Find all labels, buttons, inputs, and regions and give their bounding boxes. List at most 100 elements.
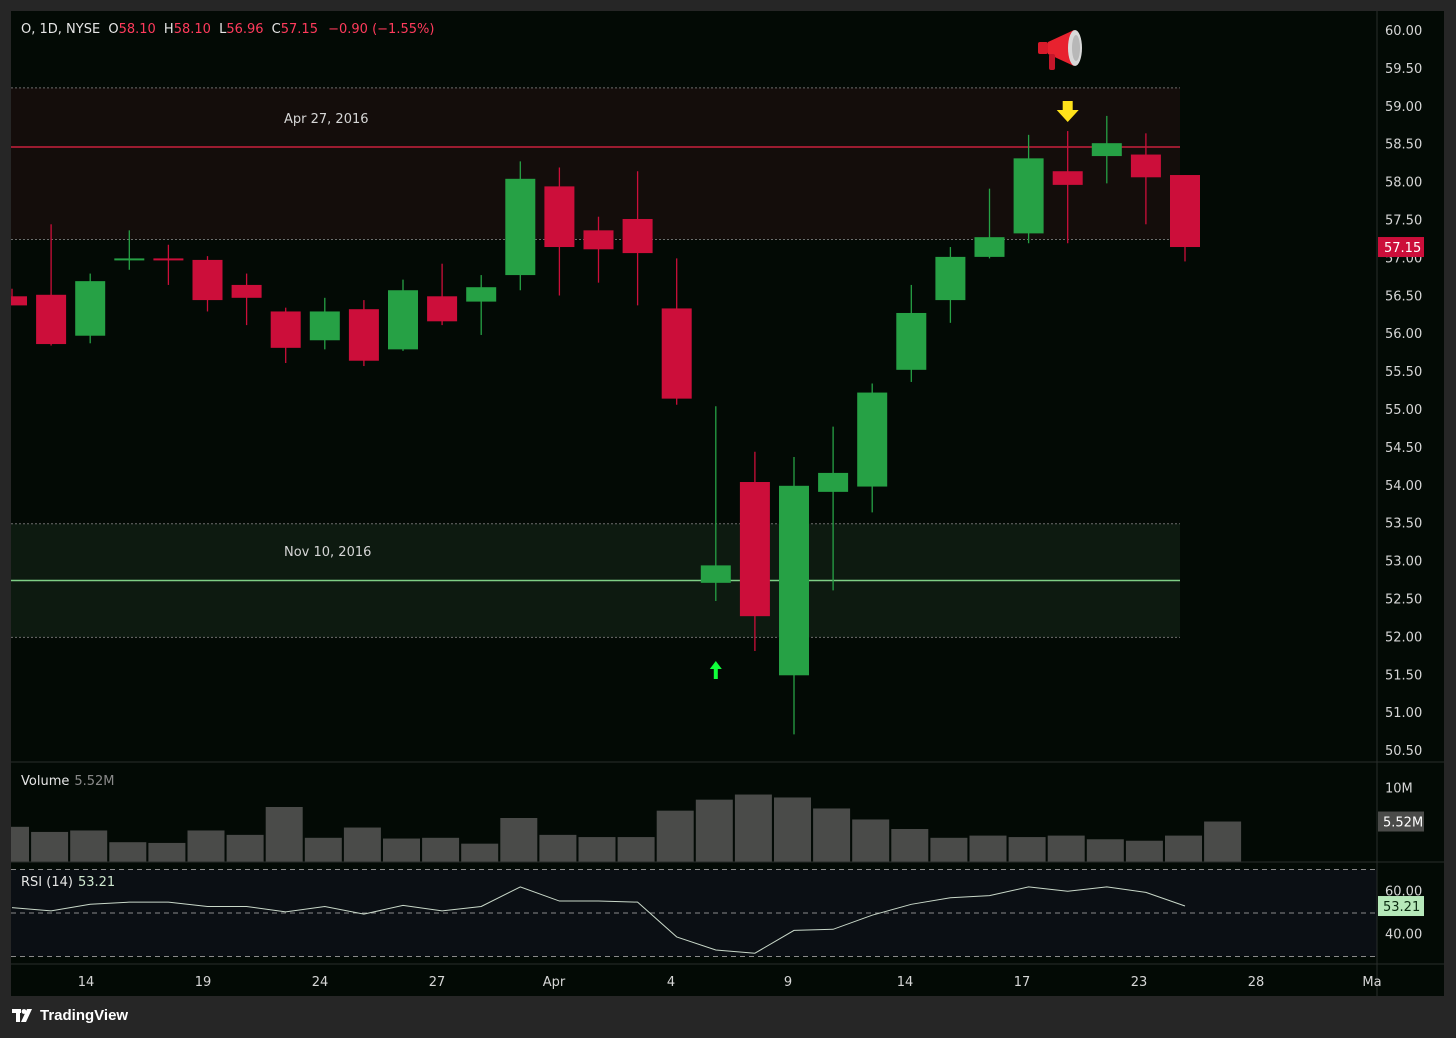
volume-bar xyxy=(1086,839,1124,862)
candle-body xyxy=(779,485,809,676)
last-price-badge-text: 57.15 xyxy=(1384,241,1421,256)
candle-body xyxy=(36,294,67,345)
price-tick-label: 54.00 xyxy=(1385,479,1422,494)
candle-body xyxy=(700,565,731,583)
volume-bar xyxy=(1047,835,1085,862)
candle xyxy=(544,167,575,296)
candle-body xyxy=(11,296,27,306)
candle xyxy=(1013,134,1044,244)
volume-bar xyxy=(304,837,342,862)
candle-body xyxy=(896,312,927,370)
candle xyxy=(1170,175,1200,262)
volume-badge-text: 5.52M xyxy=(1383,816,1423,831)
candle xyxy=(1052,131,1083,244)
close-label: C xyxy=(271,22,281,37)
volume-bar xyxy=(656,810,694,862)
candle xyxy=(622,171,653,306)
rsi-tick-label: 60.00 xyxy=(1385,884,1422,899)
candle-body xyxy=(661,308,692,399)
rsi-label: RSI (14) xyxy=(21,875,73,890)
support-zone-label: Nov 10, 2016 xyxy=(284,545,372,560)
volume-bar xyxy=(969,835,1007,862)
volume-bar xyxy=(891,829,929,862)
volume-bar xyxy=(187,830,225,862)
volume-bar xyxy=(31,831,69,862)
symbol-legend: O, 1D, NYSE O58.10 H58.10 L56.96 C57.15 … xyxy=(21,22,434,37)
price-tick-label: 55.00 xyxy=(1385,403,1422,418)
candle-body xyxy=(309,311,340,341)
volume-bar xyxy=(11,826,29,862)
candle-body xyxy=(544,186,575,248)
candle xyxy=(583,216,614,283)
price-tick-label: 59.50 xyxy=(1385,62,1422,77)
candle xyxy=(114,230,145,270)
candle-body xyxy=(1170,175,1200,248)
volume-label: Volume xyxy=(21,774,70,789)
resistance-zone-band xyxy=(11,87,1180,240)
chart-canvas[interactable]: 60.0059.5059.0058.5058.0057.5057.0056.50… xyxy=(11,11,1444,996)
candle-body xyxy=(114,258,145,261)
candle xyxy=(700,406,731,602)
chart-frame[interactable]: 60.00 59.50 59.00 58.50 58.00 57.50 57.00 56.50… xyxy=(11,11,1444,996)
volume-bar xyxy=(539,834,577,862)
candle xyxy=(661,258,692,405)
candle-body xyxy=(466,287,497,302)
volume-bar xyxy=(109,842,147,862)
high-label: H xyxy=(163,22,174,37)
candle xyxy=(75,273,106,344)
volume-bar xyxy=(695,799,733,862)
candle xyxy=(818,426,849,591)
candle-body xyxy=(231,284,262,298)
volume-tick-label: 10M xyxy=(1385,782,1413,797)
candle xyxy=(270,307,301,364)
volume-bar xyxy=(1125,840,1163,862)
price-tick-label: 52.50 xyxy=(1385,593,1422,608)
candle-body xyxy=(935,256,966,301)
volume-bar xyxy=(148,842,186,862)
volume-bar xyxy=(852,819,890,862)
symbol-title[interactable]: O, 1D, NYSE xyxy=(21,22,101,37)
tradingview-brand[interactable]: TradingView xyxy=(12,1007,128,1024)
last-price-badge xyxy=(1378,237,1424,258)
candle xyxy=(427,263,458,326)
volume-bar xyxy=(1204,821,1242,862)
candle xyxy=(153,244,184,285)
time-tick-label: 4 xyxy=(667,975,675,990)
price-tick-label: 51.50 xyxy=(1385,668,1422,683)
volume-bar xyxy=(265,807,303,862)
volume-bar xyxy=(930,837,968,862)
time-tick-label: 9 xyxy=(784,975,792,990)
volume-bar xyxy=(422,837,460,862)
volume-bar xyxy=(1165,835,1202,862)
open-value: 58.10 xyxy=(118,22,156,37)
candle-body xyxy=(622,218,653,254)
candle xyxy=(231,273,262,326)
time-tick-label: 24 xyxy=(312,975,329,990)
price-tick-label: 53.00 xyxy=(1385,555,1422,570)
volume-bar xyxy=(343,827,381,862)
close-value: 57.15 xyxy=(280,22,318,37)
candle xyxy=(935,247,966,323)
volume-bar xyxy=(734,794,772,862)
price-tick-label: 51.00 xyxy=(1385,706,1422,721)
tradingview-logo-icon xyxy=(12,1008,32,1022)
rsi-value: 53.21 xyxy=(77,875,116,890)
rsi-legend[interactable]: RSI (14) 53.21 xyxy=(21,875,115,890)
candle xyxy=(1091,115,1122,184)
high-value: 58.10 xyxy=(173,22,211,37)
price-tick-label: 55.50 xyxy=(1385,365,1422,380)
open-label: O xyxy=(108,22,119,37)
candle-body xyxy=(1052,171,1083,185)
time-tick-label: 17 xyxy=(1014,975,1031,990)
price-tick-label: 56.50 xyxy=(1385,289,1422,304)
price-tick-label: 56.00 xyxy=(1385,327,1422,342)
time-tick-label: 23 xyxy=(1131,975,1148,990)
candle xyxy=(348,300,379,367)
candle xyxy=(974,188,1005,259)
time-tick-label: 27 xyxy=(429,975,446,990)
candle-body xyxy=(505,178,536,276)
megaphone-icon[interactable] xyxy=(1038,28,1088,72)
price-tick-label: 58.00 xyxy=(1385,176,1422,191)
volume-legend[interactable]: Volume 5.52M xyxy=(21,774,115,789)
price-tick-label: 60.00 xyxy=(1385,24,1422,39)
